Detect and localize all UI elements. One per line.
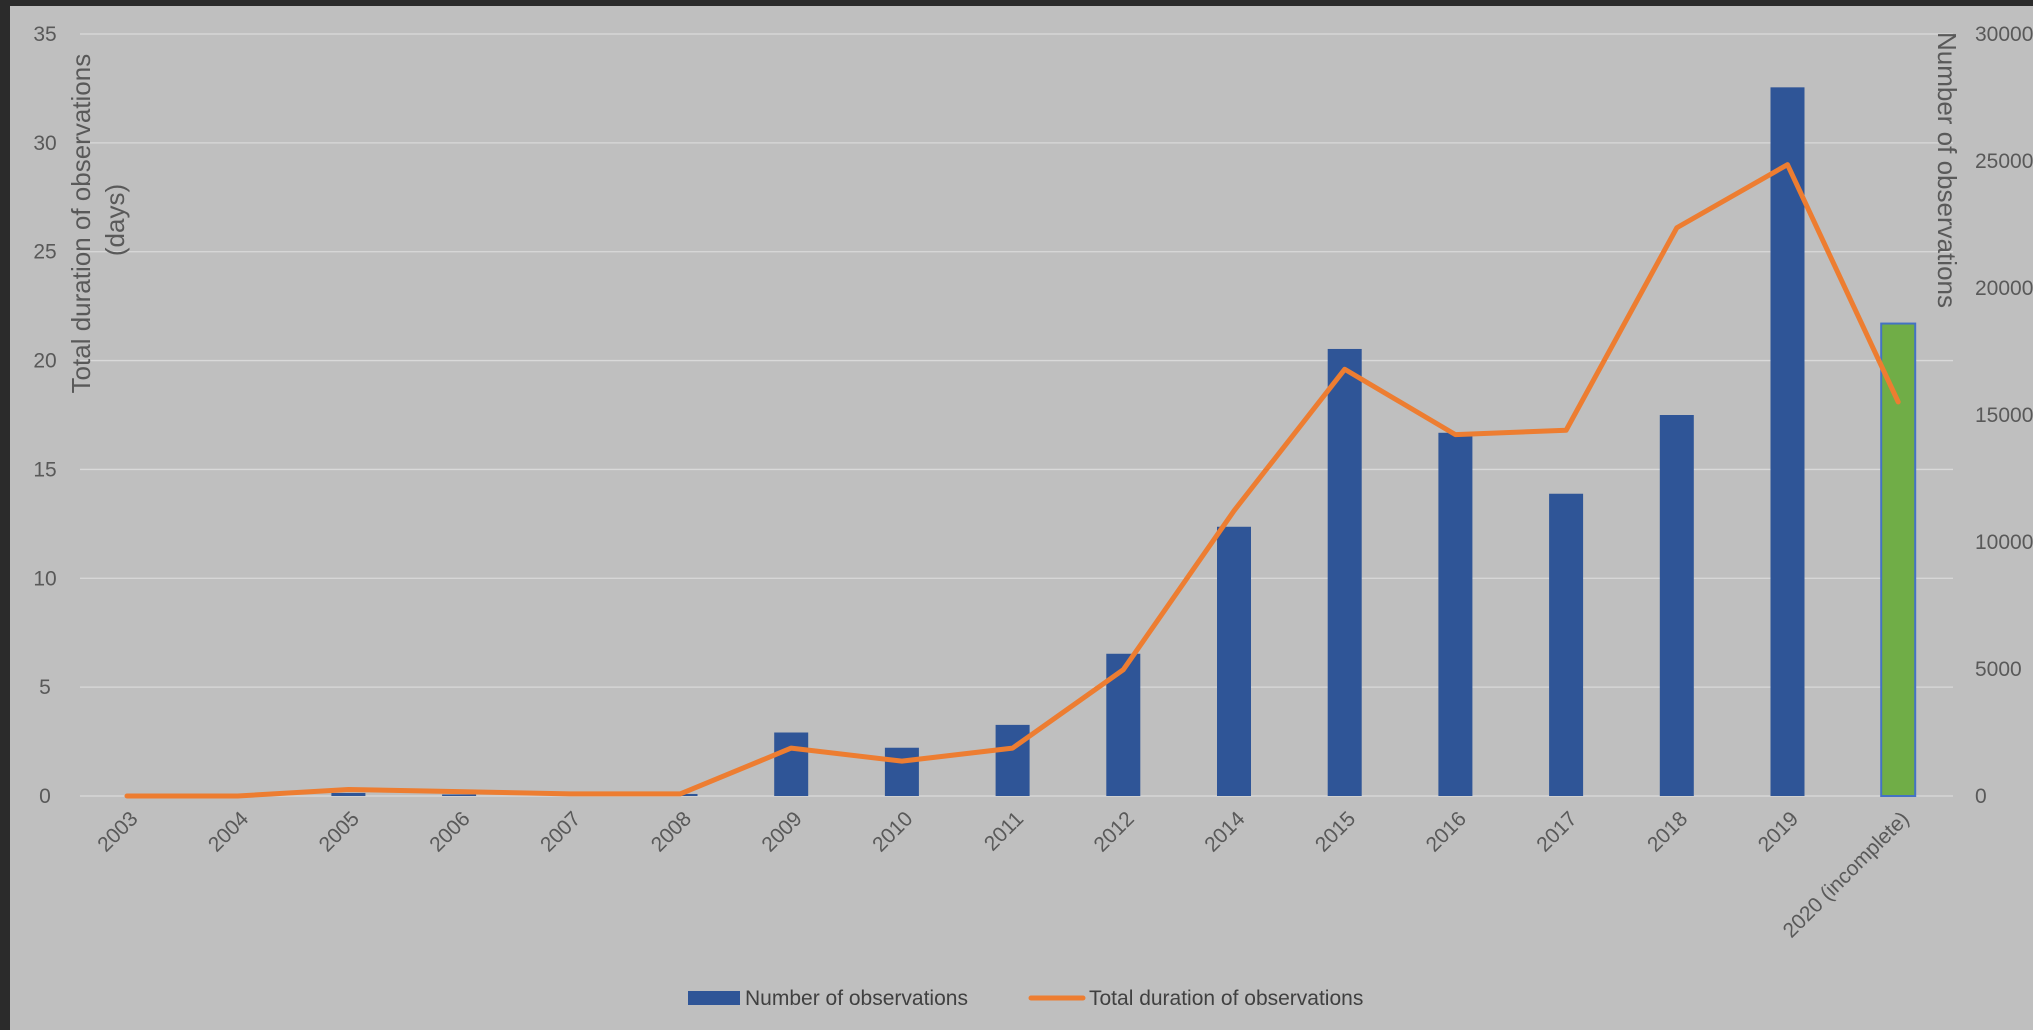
bar-2019 [1770, 87, 1805, 797]
gridlines [80, 33, 1953, 797]
bar-2014 [1217, 526, 1251, 796]
left-tick-label: 35 [33, 23, 56, 46]
x-tick-label: 2017 [1532, 807, 1581, 856]
legend-label-total-duration: Total duration of observations [1089, 987, 1363, 1010]
left-axis-title-line-1: Total duration of observations [66, 54, 96, 394]
x-tick-label: 2018 [1643, 807, 1692, 856]
right-tick-label: 0 [1975, 785, 1987, 808]
right-tick-label: 15000 [1975, 404, 2033, 427]
right-tick-label: 25000 [1975, 150, 2033, 173]
bar-2010 [884, 747, 919, 796]
x-tick-label: 2014 [1200, 807, 1250, 857]
chart-background [10, 6, 2033, 1030]
x-tick-label: 2010 [868, 807, 917, 856]
left-axis-title: Total duration of observations (days) [66, 47, 130, 394]
bar-2009 [774, 732, 809, 796]
x-tick-label: 2011 [980, 807, 1028, 855]
left-tick-label: 5 [39, 676, 51, 699]
bar-2018 [1659, 415, 1694, 796]
left-tick-label: 0 [39, 785, 51, 808]
x-tick-label: 2008 [647, 807, 696, 856]
right-axis-title: Number of observations [1932, 32, 1962, 308]
x-tick-label: 2016 [1422, 807, 1471, 856]
bar-2017 [1549, 493, 1584, 796]
line-series-total-duration [124, 162, 1901, 799]
right-tick-label: 5000 [1975, 658, 2022, 681]
left-axis-ticks: 0 5 10 15 20 25 30 35 [33, 23, 56, 808]
bar-2015 [1327, 348, 1362, 796]
right-axis-ticks: 0 5000 10000 15000 20000 25000 30000 [1975, 23, 2033, 808]
x-tick-label: 2009 [757, 807, 806, 856]
x-tick-label: 2006 [425, 807, 474, 856]
x-axis-ticks: 2003 2004 2005 2006 2007 2008 2009 2010 2011 2012… [93, 807, 1913, 942]
bar-2016 [1438, 432, 1473, 796]
bar-2020 [1880, 322, 1917, 797]
legend: Number of observations Total duration of… [688, 987, 1363, 1010]
bar-series-number-of-observations [331, 87, 1917, 797]
left-axis-title-line-2: (days) [100, 184, 130, 256]
left-tick-label: 15 [33, 458, 56, 481]
bar-2006 [442, 794, 477, 796]
bar-2011 [995, 724, 1030, 796]
x-tick-label: 2007 [536, 807, 585, 856]
legend-swatch-bar [688, 991, 740, 1005]
line-total-duration [124, 162, 1901, 799]
x-tick-label: 2003 [93, 807, 142, 856]
right-tick-label: 30000 [1975, 23, 2033, 46]
bar-2005 [331, 792, 366, 796]
legend-label-number-of-observations: Number of observations [745, 987, 968, 1010]
x-tick-label: 2004 [204, 807, 254, 857]
left-tick-label: 20 [33, 350, 56, 373]
left-tick-label: 30 [33, 132, 56, 155]
left-tick-label: 10 [33, 567, 56, 590]
left-tick-label: 25 [33, 241, 56, 264]
x-tick-label: 2019 [1754, 807, 1803, 856]
x-tick-label: 2015 [1311, 807, 1360, 856]
right-tick-label: 20000 [1975, 277, 2033, 300]
right-tick-label: 10000 [1975, 531, 2033, 554]
x-tick-label: 2005 [315, 807, 364, 856]
x-tick-label: 2012 [1090, 807, 1139, 856]
